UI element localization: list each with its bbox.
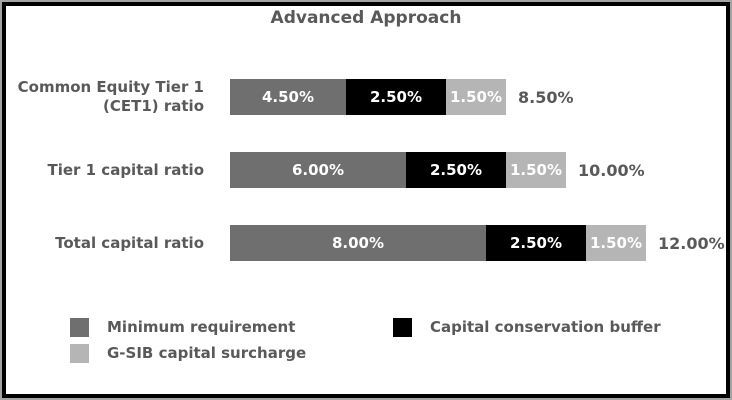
category-label-line: Common Equity Tier 1 xyxy=(17,78,204,96)
total-label: 12.00% xyxy=(658,233,725,253)
bar-segment-g-sib-capital-surcharge: 1.50% xyxy=(446,79,506,115)
bar-segment-capital-conservation-buffer: 2.50% xyxy=(486,225,586,261)
bar-segment-minimum-requirement: 8.00% xyxy=(230,225,486,261)
bar-segment-minimum-requirement: 6.00% xyxy=(230,152,406,188)
category-label-line: Tier 1 capital ratio xyxy=(47,160,204,179)
chart-title: Advanced Approach xyxy=(270,8,462,28)
bar-segment-capital-conservation-buffer: 2.50% xyxy=(346,79,446,115)
category-label-tier-1-capital-ratio: Tier 1 capital ratio xyxy=(8,152,204,188)
total-label: 10.00% xyxy=(578,160,645,180)
category-label-line: (CET1) ratio xyxy=(103,97,204,115)
bar-segment-g-sib-capital-surcharge: 1.50% xyxy=(586,225,646,261)
bar-segment-minimum-requirement: 4.50% xyxy=(230,79,346,115)
bar-segment-capital-conservation-buffer: 2.50% xyxy=(406,152,506,188)
bar-segment-g-sib-capital-surcharge: 1.50% xyxy=(506,152,566,188)
total-label: 8.50% xyxy=(518,87,574,107)
category-label-total-capital-ratio: Total capital ratio xyxy=(8,225,204,261)
category-label-line: Total capital ratio xyxy=(55,233,204,252)
category-label-common-equity-tier-1-cet1-ratio: Common Equity Tier 1 (CET1) ratio xyxy=(8,78,204,115)
